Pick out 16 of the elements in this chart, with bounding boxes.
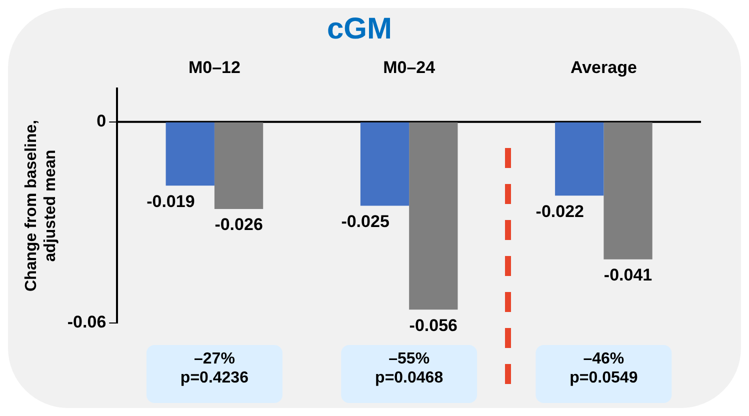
x-tick-label: M0–24 [383,58,436,77]
data-label: -0.026 [214,215,263,234]
data-label: -0.056 [409,316,458,335]
x-tick-label: Average [570,58,637,77]
data-label: -0.022 [536,202,584,221]
y-tick-label: 0 [96,112,106,131]
text: –27% p=0.4236 [180,350,249,386]
text: –46% p=0.0549 [570,350,638,386]
chart-title: cGM [326,12,392,46]
data-label: -0.041 [604,266,652,285]
data-label: -0.025 [341,212,390,231]
data-label: -0.019 [146,192,195,211]
y-axis-title: Change from baseline, adjusted mean [23,120,60,292]
x-tick-label: M0–12 [188,58,240,77]
text: –55% p=0.0468 [375,350,444,386]
y-tick-label: -0.06 [67,312,106,332]
